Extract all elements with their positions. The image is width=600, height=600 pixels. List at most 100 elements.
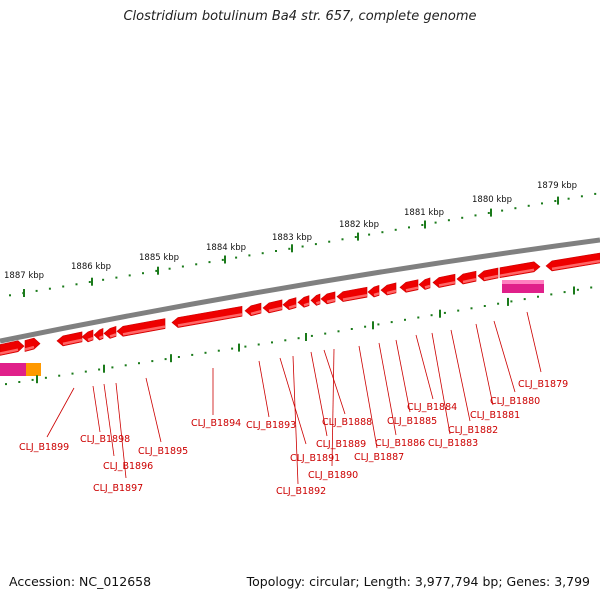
- gene-arrow[interactable]: [297, 295, 310, 308]
- ruler-major-tick: [557, 196, 559, 205]
- gene-arrow[interactable]: [367, 284, 380, 298]
- ruler-dot: [244, 345, 247, 348]
- label-leader-line: [46, 387, 75, 438]
- ruler-dot: [567, 197, 570, 200]
- gene-arrow-shade: [303, 302, 310, 307]
- ruler-major-tick: [490, 208, 492, 217]
- gene-label[interactable]: CLJ_B1881: [470, 410, 520, 421]
- ruler-dot: [44, 376, 47, 379]
- ruler-dot: [314, 243, 317, 246]
- ruler-dot: [527, 204, 530, 207]
- gene-label[interactable]: CLJ_B1893: [246, 420, 296, 431]
- ruler-dot: [142, 272, 144, 275]
- label-leader-line: [493, 320, 516, 393]
- ruler-dot: [231, 347, 234, 350]
- accession-text: Accession: NC_012658: [9, 574, 152, 589]
- ruler-dot: [168, 267, 171, 270]
- gene-label[interactable]: CLJ_B1884: [407, 402, 457, 413]
- ruler-dot: [18, 381, 21, 383]
- ruler-dot: [248, 254, 251, 257]
- gene-arrow-shade: [386, 289, 397, 295]
- label-leader-line: [526, 311, 542, 373]
- gene-arrow[interactable]: [336, 286, 368, 302]
- ruler-dot: [98, 368, 101, 371]
- label-leader-line: [310, 351, 328, 437]
- gene-label[interactable]: CLJ_B1882: [448, 425, 498, 436]
- gene-label[interactable]: CLJ_B1898: [80, 434, 130, 445]
- ruler-dot: [404, 318, 406, 321]
- ruler-dot: [354, 236, 357, 238]
- gene-arrow-shade: [483, 274, 499, 281]
- label-leader-line: [279, 357, 307, 445]
- gene-arrow-shade: [268, 306, 283, 313]
- kbp-tick-label: 1886 kbp: [71, 262, 111, 272]
- genome-title: Clostridium botulinum Ba4 str. 657, comp…: [123, 9, 477, 24]
- gene-label[interactable]: CLJ_B1885: [387, 416, 437, 427]
- gene-label[interactable]: CLJ_B1880: [490, 396, 540, 407]
- gene-label[interactable]: CLJ_B1889: [316, 439, 366, 450]
- ruler-dot: [328, 240, 331, 243]
- ruler-dot: [576, 288, 579, 291]
- label-leader-line: [323, 349, 346, 415]
- gene-label[interactable]: CLJ_B1891: [290, 453, 340, 464]
- feature-block-pink[interactable]: [0, 363, 26, 376]
- gene-arrow[interactable]: [81, 329, 94, 343]
- ruler-major-tick: [224, 255, 226, 264]
- kbp-tick-label: 1880 kbp: [472, 195, 512, 205]
- gene-arrow-shade: [462, 277, 477, 284]
- gene-label[interactable]: CLJ_B1888: [322, 417, 372, 428]
- label-leader-line: [475, 323, 494, 406]
- ruler-dot: [221, 258, 224, 261]
- genome-backbone: [0, 237, 600, 344]
- ruler-dot: [71, 372, 74, 375]
- gene-arrow-shade: [250, 309, 262, 316]
- outer-scale-ruler: [9, 192, 597, 297]
- ruler-dot: [337, 330, 340, 333]
- gene-label[interactable]: CLJ_B1887: [354, 452, 404, 463]
- ruler-major-tick: [573, 286, 575, 295]
- gene-label[interactable]: CLJ_B1897: [93, 483, 143, 494]
- ruler-dot: [217, 349, 220, 352]
- gene-arrow-shade: [551, 259, 600, 271]
- ruler-dot: [62, 285, 65, 288]
- gene-label[interactable]: CLJ_B1895: [138, 446, 188, 457]
- kbp-tick-label: 1885 kbp: [139, 253, 179, 263]
- label-leader-line: [331, 348, 335, 467]
- gene-label[interactable]: CLJ_B1894: [191, 418, 241, 429]
- ruler-dot: [554, 200, 557, 202]
- feature-block-orange[interactable]: [26, 363, 41, 376]
- gene-arrow[interactable]: [418, 277, 431, 290]
- ruler-dot: [5, 383, 7, 386]
- ruler-dot: [58, 374, 61, 377]
- gene-label[interactable]: CLJ_B1890: [308, 470, 358, 481]
- ruler-dot: [417, 316, 420, 319]
- ruler-major-tick: [157, 266, 159, 275]
- ruler-dot: [181, 265, 184, 268]
- gene-arrow[interactable]: [103, 325, 117, 339]
- ruler-dot: [408, 226, 410, 229]
- gene-label[interactable]: CLJ_B1896: [103, 461, 153, 472]
- gene-label[interactable]: CLJ_B1879: [518, 379, 568, 390]
- ruler-dot: [151, 360, 154, 363]
- gene-label[interactable]: CLJ_B1892: [276, 486, 326, 497]
- ruler-major-tick: [238, 343, 240, 352]
- gene-label[interactable]: CLJ_B1899: [19, 442, 69, 453]
- gene-arrow[interactable]: [171, 305, 243, 328]
- gene-labels: CLJ_B1899 CLJ_B1898 CLJ_B1896 CLJ_B1897 CLJ_…: [19, 379, 568, 497]
- ruler-dot: [88, 281, 91, 283]
- ruler-dot: [35, 289, 38, 292]
- ruler-dot: [208, 261, 211, 264]
- ruler-dot: [487, 212, 490, 214]
- label-leader-line: [415, 334, 434, 400]
- ruler-dot: [204, 351, 207, 354]
- kbp-tick-label: 1883 kbp: [272, 233, 312, 243]
- gene-arrow[interactable]: [116, 318, 166, 337]
- gene-arrow-shade: [438, 281, 456, 287]
- gene-arrow-shade: [373, 292, 380, 297]
- gene-arrow-shade: [424, 284, 431, 289]
- gene-label[interactable]: CLJ_B1883: [428, 438, 478, 449]
- gene-arrow-shade: [0, 348, 19, 355]
- gene-label[interactable]: CLJ_B1886: [375, 438, 425, 449]
- kbp-tick-label: 1879 kbp: [537, 181, 577, 191]
